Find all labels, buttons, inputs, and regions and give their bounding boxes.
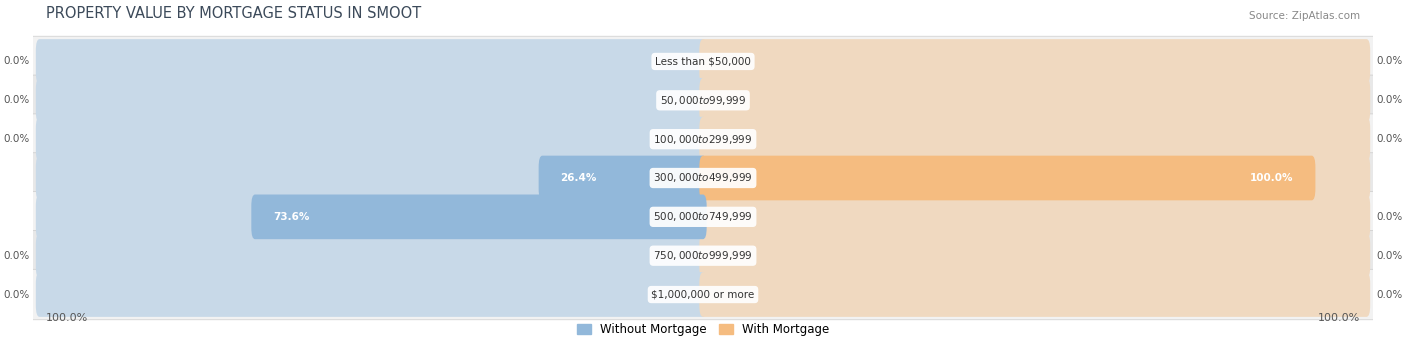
Text: 100.0%: 100.0% <box>45 313 87 323</box>
Text: 0.0%: 0.0% <box>3 95 30 105</box>
FancyBboxPatch shape <box>35 155 707 200</box>
FancyBboxPatch shape <box>31 192 1375 242</box>
FancyBboxPatch shape <box>699 117 1371 162</box>
Text: $1,000,000 or more: $1,000,000 or more <box>651 290 755 299</box>
FancyBboxPatch shape <box>699 155 1371 200</box>
Text: 100.0%: 100.0% <box>1319 313 1361 323</box>
FancyBboxPatch shape <box>699 194 1371 239</box>
Text: 0.0%: 0.0% <box>1376 251 1403 261</box>
FancyBboxPatch shape <box>699 233 1371 278</box>
Text: $50,000 to $99,999: $50,000 to $99,999 <box>659 94 747 107</box>
Text: $500,000 to $749,999: $500,000 to $749,999 <box>654 210 752 223</box>
Text: 0.0%: 0.0% <box>3 57 30 66</box>
FancyBboxPatch shape <box>699 78 1371 123</box>
FancyBboxPatch shape <box>31 36 1375 87</box>
FancyBboxPatch shape <box>31 269 1375 320</box>
FancyBboxPatch shape <box>699 39 1371 84</box>
Text: 0.0%: 0.0% <box>3 134 30 144</box>
Text: Less than $50,000: Less than $50,000 <box>655 57 751 66</box>
FancyBboxPatch shape <box>31 75 1375 125</box>
Text: 0.0%: 0.0% <box>1376 212 1403 222</box>
FancyBboxPatch shape <box>35 233 707 278</box>
Text: 0.0%: 0.0% <box>1376 57 1403 66</box>
Legend: Without Mortgage, With Mortgage: Without Mortgage, With Mortgage <box>572 318 834 341</box>
Text: 73.6%: 73.6% <box>273 212 309 222</box>
Text: 26.4%: 26.4% <box>561 173 598 183</box>
Text: 0.0%: 0.0% <box>1376 290 1403 299</box>
FancyBboxPatch shape <box>699 272 1371 317</box>
FancyBboxPatch shape <box>699 155 1316 200</box>
Text: 0.0%: 0.0% <box>1376 134 1403 144</box>
FancyBboxPatch shape <box>538 155 707 200</box>
FancyBboxPatch shape <box>35 194 707 239</box>
FancyBboxPatch shape <box>31 153 1375 203</box>
FancyBboxPatch shape <box>252 194 707 239</box>
Text: PROPERTY VALUE BY MORTGAGE STATUS IN SMOOT: PROPERTY VALUE BY MORTGAGE STATUS IN SMO… <box>45 6 420 21</box>
Text: 100.0%: 100.0% <box>1250 173 1294 183</box>
Text: $300,000 to $499,999: $300,000 to $499,999 <box>654 172 752 184</box>
Text: 0.0%: 0.0% <box>1376 95 1403 105</box>
FancyBboxPatch shape <box>31 231 1375 281</box>
FancyBboxPatch shape <box>35 272 707 317</box>
FancyBboxPatch shape <box>35 39 707 84</box>
FancyBboxPatch shape <box>35 117 707 162</box>
Text: $750,000 to $999,999: $750,000 to $999,999 <box>654 249 752 262</box>
Text: $100,000 to $299,999: $100,000 to $299,999 <box>654 133 752 146</box>
FancyBboxPatch shape <box>35 78 707 123</box>
Text: Source: ZipAtlas.com: Source: ZipAtlas.com <box>1250 11 1361 21</box>
Text: 0.0%: 0.0% <box>3 251 30 261</box>
Text: 0.0%: 0.0% <box>3 290 30 299</box>
FancyBboxPatch shape <box>31 114 1375 164</box>
